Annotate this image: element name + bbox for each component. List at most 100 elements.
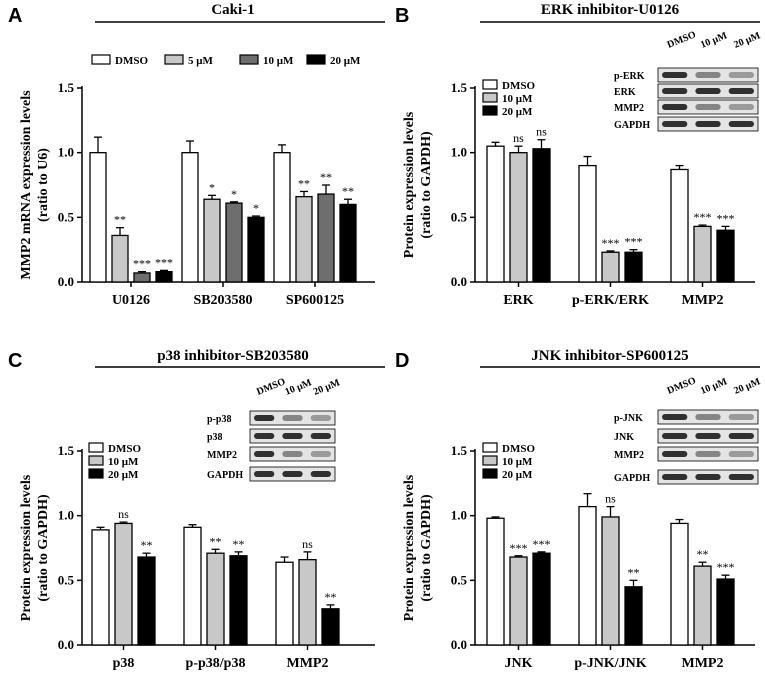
y-tick-label: 1.0 <box>58 508 74 523</box>
blot-row-label: p-ERK <box>614 71 645 82</box>
significance-label: ** <box>210 534 222 548</box>
bar <box>624 251 643 283</box>
bar <box>321 608 340 646</box>
significance-label: *** <box>133 257 151 271</box>
bar <box>486 517 505 646</box>
bar <box>532 552 551 646</box>
blot-band <box>695 72 721 78</box>
legend-label: 5 μM <box>188 55 213 67</box>
blot-lane-label: 10 μM <box>699 30 729 51</box>
significance-label: *** <box>625 235 643 249</box>
x-tick-label: SP600125 <box>286 293 344 308</box>
legend-label: DMSO <box>115 55 148 67</box>
blot-band <box>728 433 754 439</box>
panel-d: D JNK inhibitor-SP600125 0.0 0.5 1.0 1.5 Prote… <box>395 348 763 671</box>
blot-row-label: p38 <box>207 432 223 443</box>
x-tick-label: MMP2 <box>682 293 724 308</box>
blot-strip <box>249 446 336 462</box>
blot-band <box>662 104 688 110</box>
blot-lane-label: 20 μM <box>312 377 342 398</box>
x-tick-label: U0126 <box>112 293 150 308</box>
blot-band <box>662 72 688 78</box>
bar <box>203 198 221 283</box>
bar <box>532 148 551 283</box>
panel-title: p38 inhibitor-SB203580 <box>157 348 309 364</box>
y-axis-label: (ratio to GAPDH) <box>36 494 51 602</box>
x-tick-label: ERK <box>503 293 533 308</box>
blot-band <box>310 451 331 457</box>
y-tick-label: 0.0 <box>451 274 467 289</box>
panel-letter: B <box>395 5 409 27</box>
y-tick-label: 1.0 <box>451 145 467 160</box>
significance-label: ** <box>114 213 126 227</box>
legend-swatch <box>88 468 104 479</box>
y-tick-label: 0.0 <box>451 637 467 652</box>
y-tick-label: 1.5 <box>58 80 75 95</box>
blot-band <box>728 104 754 110</box>
bar <box>206 552 225 646</box>
legend-label: 20 μM <box>502 469 533 481</box>
legend-swatch <box>164 54 184 65</box>
legend-swatch <box>482 442 498 453</box>
blot-band <box>728 414 754 420</box>
y-axis-label: Protein expression levels <box>402 474 417 621</box>
significance-label: ** <box>141 538 153 552</box>
legend-swatch <box>239 54 259 65</box>
significance-label: *** <box>717 560 735 574</box>
panel-title: Caki-1 <box>211 2 254 18</box>
bar <box>133 272 151 283</box>
legend-swatch <box>482 79 498 90</box>
legend-label: 10 μM <box>108 456 139 468</box>
blot-row-label: p-p38 <box>207 414 231 425</box>
blot-band <box>662 451 688 457</box>
legend-label: 10 μM <box>502 93 533 105</box>
significance-label: ** <box>342 184 354 198</box>
blot-band <box>254 433 275 439</box>
x-tick-label: MMP2 <box>682 656 724 671</box>
bar <box>486 145 505 283</box>
blot-band <box>695 451 721 457</box>
blot-strip <box>657 446 759 462</box>
panel-title: ERK inhibitor-U0126 <box>541 2 680 18</box>
y-axis-label: Protein expression levels <box>19 474 34 621</box>
bar <box>317 193 335 283</box>
significance-label: *** <box>602 236 620 250</box>
blot-lane-label: 10 μM <box>284 377 314 398</box>
y-tick-label: 0.5 <box>451 209 468 224</box>
y-tick-label: 1.5 <box>451 443 468 458</box>
bar <box>137 556 156 646</box>
y-axis-label: (ratio to GAPDH) <box>419 131 434 239</box>
blot-band <box>310 433 331 439</box>
blot-strip <box>657 99 759 115</box>
legend-label: 10 μM <box>502 456 533 468</box>
blot-strip <box>249 410 336 426</box>
significance-label: * <box>209 180 215 194</box>
x-tick-label: p-JNK/JNK <box>574 656 646 671</box>
panel-b: B ERK inhibitor-U0126 0.0 0.5 1.0 1.5 Protein … <box>395 2 763 308</box>
x-tick-label: p38 <box>113 656 135 671</box>
blot-band <box>310 415 331 421</box>
blot-band <box>728 88 754 94</box>
blot-row-label: GAPDH <box>614 473 650 484</box>
legend-label: 20 μM <box>502 106 533 118</box>
blot-band <box>728 121 754 127</box>
bar <box>716 229 735 283</box>
significance-label: *** <box>533 537 551 551</box>
blot-band <box>282 433 303 439</box>
significance-label: *** <box>694 210 712 224</box>
significance-label: ** <box>628 565 640 579</box>
bar <box>91 529 110 646</box>
bar <box>247 216 265 283</box>
y-tick-label: 1.5 <box>451 80 468 95</box>
blot-band <box>662 414 688 420</box>
y-tick-label: 0.5 <box>58 572 75 587</box>
significance-label: * <box>253 201 259 215</box>
bar <box>298 558 317 646</box>
blot-row-label: p-JNK <box>614 413 643 424</box>
bar <box>155 271 173 283</box>
y-axis-label: (ratio to U6) <box>36 148 51 222</box>
legend-swatch <box>88 455 104 466</box>
blot-band <box>695 414 721 420</box>
bar <box>509 556 528 646</box>
y-axis-label: Protein expression levels <box>402 111 417 258</box>
